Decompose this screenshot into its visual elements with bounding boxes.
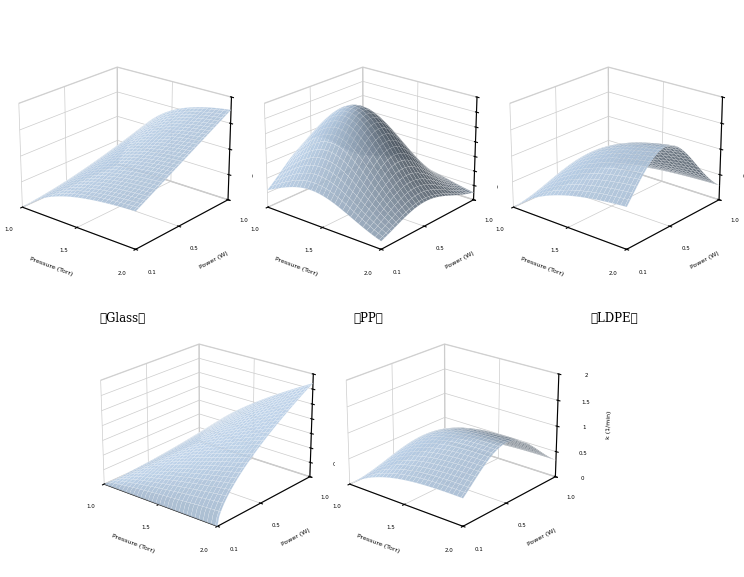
X-axis label: Pressure (Torr): Pressure (Torr) — [520, 257, 564, 278]
Text: 〈Glass〉: 〈Glass〉 — [100, 312, 146, 325]
X-axis label: Pressure (Torr): Pressure (Torr) — [275, 257, 318, 278]
X-axis label: Pressure (Torr): Pressure (Torr) — [29, 257, 73, 278]
Y-axis label: Power (W): Power (W) — [444, 251, 475, 270]
Y-axis label: Power (W): Power (W) — [280, 528, 311, 547]
Y-axis label: Power (W): Power (W) — [526, 528, 557, 547]
X-axis label: Pressure (Torr): Pressure (Torr) — [356, 534, 400, 554]
Y-axis label: Power (W): Power (W) — [199, 251, 229, 270]
Text: 〈LDPE〉: 〈LDPE〉 — [590, 312, 638, 325]
X-axis label: Pressure (Torr): Pressure (Torr) — [111, 534, 155, 554]
Y-axis label: Power (W): Power (W) — [690, 251, 720, 270]
Text: 〈PP〉: 〈PP〉 — [353, 312, 383, 325]
